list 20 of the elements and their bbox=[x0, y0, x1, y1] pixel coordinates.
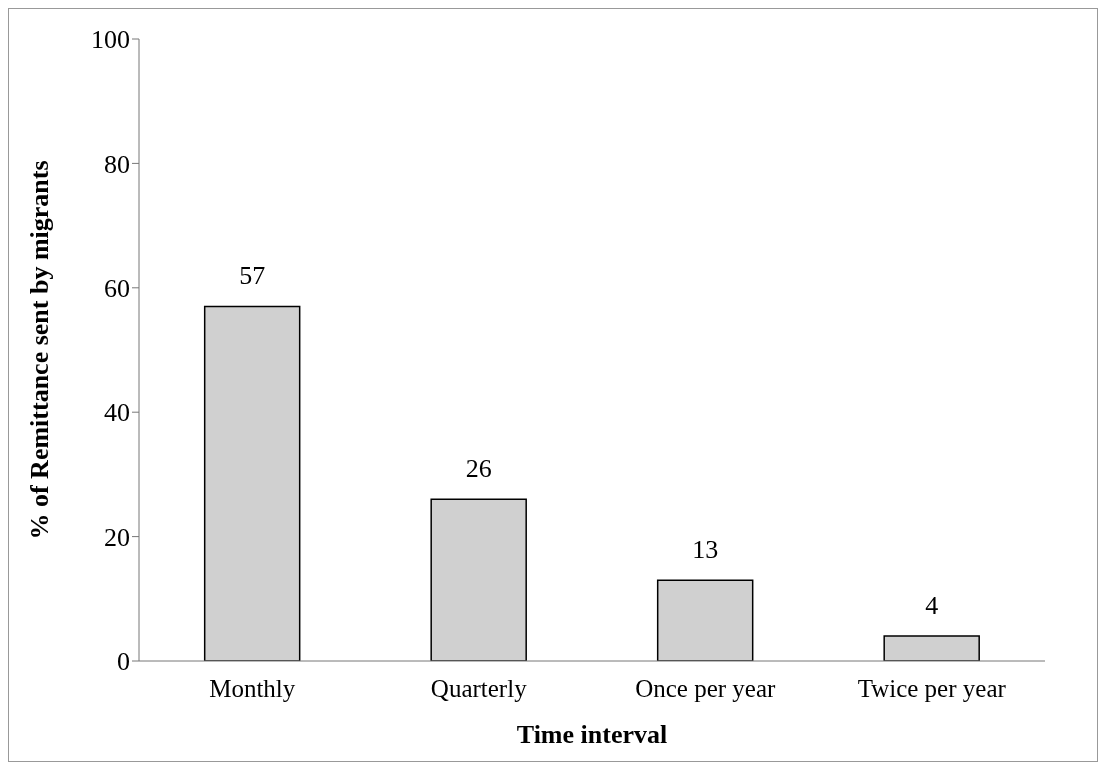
x-tick-label: Once per year bbox=[635, 674, 777, 702]
data-label: 4 bbox=[925, 591, 939, 621]
y-tick-label: 80 bbox=[104, 149, 130, 179]
y-tick-label: 0 bbox=[117, 647, 130, 677]
y-tick-label: 60 bbox=[104, 274, 130, 304]
x-tick-label: Twice per year bbox=[857, 674, 1007, 702]
bar bbox=[203, 305, 301, 661]
data-label: 26 bbox=[465, 454, 492, 484]
bar bbox=[883, 635, 980, 661]
bar bbox=[430, 498, 527, 661]
bar bbox=[656, 579, 754, 661]
y-tick-label: 20 bbox=[104, 522, 130, 552]
y-tick-label: 100 bbox=[91, 25, 130, 55]
data-label: 13 bbox=[692, 535, 719, 565]
y-axis-title: % of Remittance sent by migrants bbox=[25, 160, 55, 540]
data-label: 57 bbox=[239, 261, 266, 291]
x-tick-label: Monthly bbox=[209, 674, 296, 702]
y-tick-label: 40 bbox=[104, 398, 130, 428]
x-tick-label: Quarterly bbox=[430, 674, 528, 702]
x-axis-title: Time interval bbox=[516, 720, 668, 749]
